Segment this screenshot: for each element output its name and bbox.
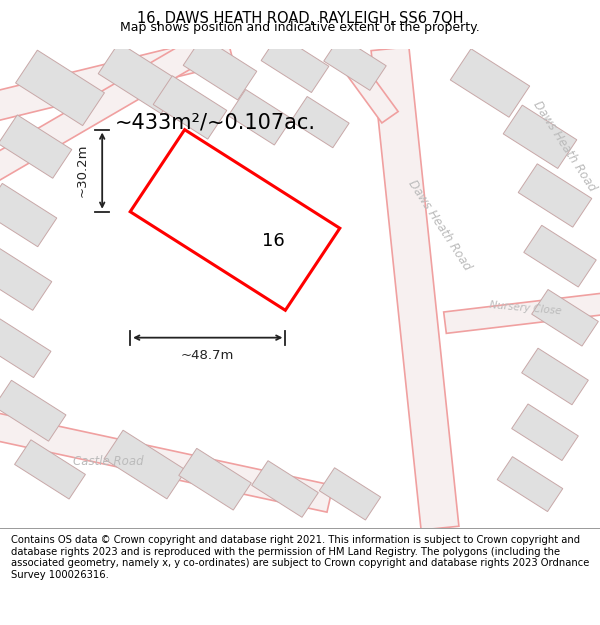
Polygon shape — [291, 96, 349, 148]
Polygon shape — [450, 49, 530, 118]
Polygon shape — [0, 317, 51, 378]
Text: Daws Heath Road: Daws Heath Road — [406, 177, 474, 272]
Polygon shape — [179, 448, 251, 510]
Polygon shape — [0, 412, 333, 512]
Text: 16, DAWS HEATH ROAD, RAYLEIGH, SS6 7QH: 16, DAWS HEATH ROAD, RAYLEIGH, SS6 7QH — [137, 11, 463, 26]
Polygon shape — [518, 164, 592, 227]
Text: 16: 16 — [262, 232, 284, 251]
Polygon shape — [228, 89, 292, 145]
Text: Daws Heath Road: Daws Heath Road — [531, 99, 599, 194]
Polygon shape — [371, 47, 459, 530]
Polygon shape — [324, 36, 386, 91]
Polygon shape — [503, 105, 577, 169]
Polygon shape — [521, 348, 589, 405]
Polygon shape — [98, 42, 182, 114]
Text: Nursery Close: Nursery Close — [488, 300, 562, 316]
Polygon shape — [319, 468, 380, 520]
Polygon shape — [261, 34, 329, 92]
Text: Contains OS data © Crown copyright and database right 2021. This information is : Contains OS data © Crown copyright and d… — [11, 535, 589, 580]
Text: ~30.2m: ~30.2m — [76, 144, 89, 198]
Text: Map shows position and indicative extent of the property.: Map shows position and indicative extent… — [120, 21, 480, 34]
Polygon shape — [0, 115, 72, 178]
Polygon shape — [14, 440, 85, 499]
Polygon shape — [0, 38, 206, 182]
Polygon shape — [0, 183, 57, 247]
Text: Castle Road: Castle Road — [73, 455, 143, 468]
Polygon shape — [153, 76, 227, 139]
Text: ~433m²/~0.107ac.: ~433m²/~0.107ac. — [115, 112, 316, 132]
Polygon shape — [130, 129, 340, 310]
Polygon shape — [0, 34, 233, 122]
Polygon shape — [532, 289, 598, 346]
Polygon shape — [0, 380, 66, 441]
Polygon shape — [443, 292, 600, 333]
Polygon shape — [332, 43, 398, 123]
Polygon shape — [183, 37, 257, 100]
Polygon shape — [0, 247, 52, 311]
Polygon shape — [512, 404, 578, 461]
Polygon shape — [497, 457, 563, 512]
Polygon shape — [524, 225, 596, 287]
Polygon shape — [16, 50, 104, 126]
Polygon shape — [251, 461, 319, 518]
Polygon shape — [104, 430, 186, 499]
Text: ~48.7m: ~48.7m — [181, 349, 235, 362]
